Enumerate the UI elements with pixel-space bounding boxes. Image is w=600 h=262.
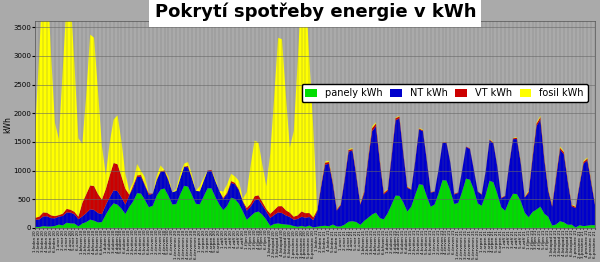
Title: Pokrytí spotřeby energie v kWh: Pokrytí spotřeby energie v kWh <box>155 3 476 21</box>
Y-axis label: kWh: kWh <box>3 116 12 133</box>
Legend: panely kWh, NT kWh, VT kWh, fosil kWh: panely kWh, NT kWh, VT kWh, fosil kWh <box>302 84 587 102</box>
